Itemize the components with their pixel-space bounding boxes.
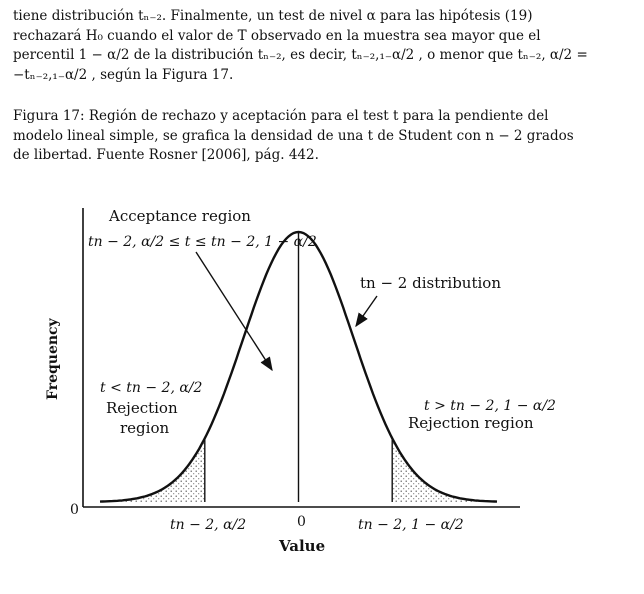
figure-caption: Figura 17: Región de rechazo y aceptació… xyxy=(13,107,574,166)
right-rejection-region-shading xyxy=(392,438,497,502)
x-axis-label: Value xyxy=(278,537,325,555)
x-tick-left: tn − 2, α/2 xyxy=(170,517,246,533)
left-rejection-label-line2: region xyxy=(120,419,169,437)
right-rejection-label: Rejection region xyxy=(408,414,534,432)
paragraph-line-2: rechazará H₀ cuando el valor de T observ… xyxy=(13,27,541,44)
distribution-label: tn − 2 distribution xyxy=(360,274,501,292)
x-tick-center: 0 xyxy=(297,514,306,530)
left-rejection-region-shading xyxy=(100,438,205,502)
acceptance-region-formula: tn − 2, α/2 ≤ t ≤ tn − 2, 1 − α/2 xyxy=(88,234,317,250)
paragraph-line-4: −tₙ₋₂,₁₋α/2 , según la Figura 17. xyxy=(13,66,234,83)
left-condition-label: t < tn − 2, α/2 xyxy=(100,380,203,396)
t-density-curve xyxy=(99,230,498,503)
right-condition-label: t > tn − 2, 1 − α/2 xyxy=(424,398,556,414)
acceptance-arrow xyxy=(195,251,273,372)
caption-line-2: modelo lineal simple, se grafica la dens… xyxy=(13,127,574,144)
left-rejection-label-line1: Rejection xyxy=(106,399,178,417)
caption-line-3: de libertad. Fuente Rosner [2006], pág. … xyxy=(13,147,319,164)
distribution-arrow xyxy=(355,295,378,328)
y-axis-origin-label: 0 xyxy=(70,502,79,518)
y-axis-label: Frequency xyxy=(45,317,61,400)
caption-line-1: Figura 17: Región de rechazo y aceptació… xyxy=(13,108,549,124)
body-paragraph: tiene distribución tₙ₋₂. Finalmente, un … xyxy=(13,7,588,85)
acceptance-region-title: Acceptance region xyxy=(108,207,251,225)
x-tick-right: tn − 2, 1 − α/2 xyxy=(358,517,464,533)
paragraph-line-3: percentil 1 − α/2 de la distribución tₙ₋… xyxy=(13,47,588,64)
paragraph-line-1: tiene distribución tₙ₋₂. Finalmente, un … xyxy=(13,8,533,24)
